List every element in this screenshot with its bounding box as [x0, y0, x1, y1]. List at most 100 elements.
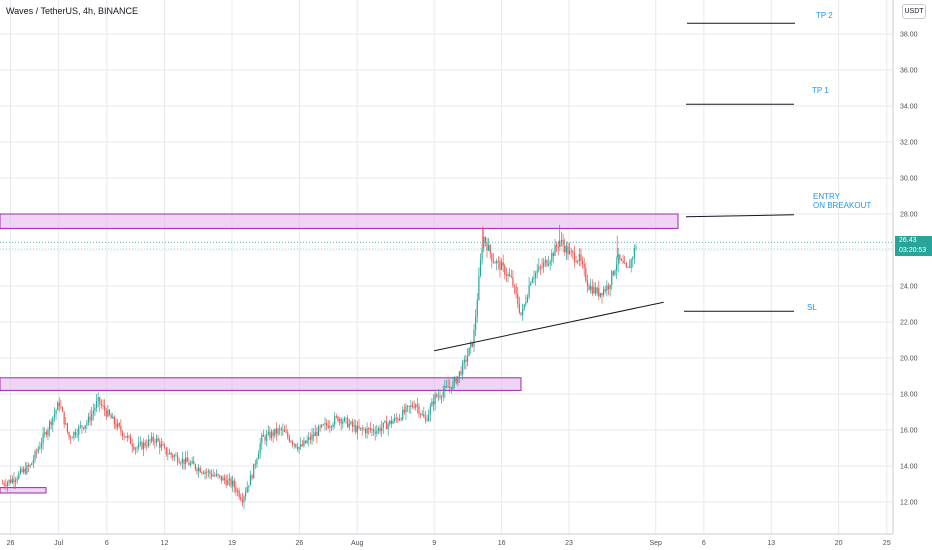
- level-line: [685, 214, 795, 218]
- candle-body: [39, 447, 41, 449]
- candle-body: [360, 427, 362, 429]
- candle-body: [223, 477, 226, 481]
- candle-body: [267, 431, 269, 435]
- candle-body: [240, 497, 242, 500]
- candle-body: [557, 246, 559, 248]
- candle-body: [489, 245, 491, 254]
- candle-body: [627, 266, 629, 268]
- candle-body: [481, 248, 483, 260]
- candle-body: [36, 451, 38, 453]
- resistance-zone: [0, 377, 522, 391]
- x-tick-label: 13: [767, 540, 775, 547]
- x-tick-label: Aug: [351, 540, 364, 547]
- candle-body: [509, 274, 511, 277]
- candle-body: [468, 347, 470, 356]
- countdown-timer: 03:20:53: [899, 247, 927, 254]
- candle-body: [210, 473, 213, 477]
- candle-body: [476, 299, 478, 317]
- candle-body: [424, 417, 427, 420]
- candle-body: [21, 469, 23, 472]
- candle-body: [117, 423, 119, 428]
- candle-body: [287, 432, 289, 437]
- y-tick-label: 30.00: [900, 176, 918, 183]
- candle-body: [455, 377, 457, 384]
- candle-body: [48, 421, 51, 430]
- candle-body: [572, 251, 574, 253]
- candle-body: [189, 463, 192, 466]
- candle-body: [185, 457, 187, 464]
- candle-body: [206, 471, 208, 473]
- candle-body: [253, 463, 255, 479]
- candle-body: [172, 454, 174, 458]
- candle-body: [23, 468, 25, 472]
- candle-body: [219, 475, 221, 477]
- candle-body: [168, 452, 171, 455]
- candle-body: [560, 240, 563, 242]
- candle-body: [379, 428, 381, 432]
- candle-body: [97, 397, 99, 402]
- candle-body: [366, 428, 368, 434]
- x-tick-label: 26: [7, 540, 15, 547]
- candle-body: [57, 402, 59, 411]
- resistance-zones: [0, 213, 679, 494]
- candle-body: [559, 241, 561, 248]
- currency-badge[interactable]: USDT: [902, 4, 926, 19]
- candle-body: [633, 248, 635, 258]
- candle-body: [612, 271, 614, 275]
- candle-body: [505, 275, 508, 276]
- candle-body: [167, 454, 169, 456]
- candle-body: [149, 439, 151, 441]
- candle-body: [374, 431, 376, 434]
- candle-body: [478, 275, 480, 300]
- candle-body: [601, 292, 603, 296]
- candle-body: [322, 424, 324, 426]
- candle-body: [16, 478, 18, 481]
- x-tick-label: 6: [105, 540, 109, 547]
- x-tick-label: 6: [702, 540, 706, 547]
- candle-body: [32, 459, 34, 464]
- candle-body: [546, 260, 548, 266]
- candle-body: [201, 472, 203, 474]
- candle-body: [578, 254, 580, 262]
- candle-body: [372, 429, 375, 432]
- candle-body: [450, 386, 452, 390]
- candle-body: [313, 434, 315, 437]
- candle-body: [523, 304, 525, 309]
- candle-body: [152, 436, 154, 442]
- candle-body: [564, 245, 566, 253]
- candle-body: [128, 435, 130, 437]
- candle-body: [146, 445, 148, 447]
- candle-body: [133, 446, 135, 450]
- x-tick-label: 26: [296, 540, 304, 547]
- candle-body: [350, 421, 352, 424]
- candle-body: [332, 424, 334, 427]
- candle-body: [165, 447, 167, 455]
- candle-body: [296, 446, 299, 450]
- candle-body: [50, 421, 52, 425]
- candle-body: [202, 472, 205, 474]
- candle-body: [617, 254, 619, 265]
- candle-body: [371, 429, 373, 431]
- candle-body: [173, 455, 175, 458]
- candle-body: [235, 487, 237, 492]
- candle-body: [129, 436, 132, 445]
- candle-body: [256, 459, 258, 465]
- candle-body: [544, 260, 546, 263]
- candle-body: [215, 474, 218, 476]
- candle-body: [334, 416, 336, 425]
- tp1-label: TP 1: [812, 86, 829, 95]
- candle-body: [444, 386, 446, 392]
- candle-body: [180, 462, 182, 464]
- candle-body: [3, 483, 5, 486]
- candle-body: [61, 407, 64, 412]
- x-tick-label: 19: [228, 540, 236, 547]
- candle-body: [92, 410, 94, 414]
- candle-body: [488, 245, 490, 251]
- candle-body: [496, 260, 498, 264]
- candle-body: [262, 434, 265, 437]
- candle-body: [306, 440, 308, 443]
- candle-body: [389, 420, 391, 425]
- candle-body: [178, 462, 180, 463]
- candle-body: [47, 429, 49, 436]
